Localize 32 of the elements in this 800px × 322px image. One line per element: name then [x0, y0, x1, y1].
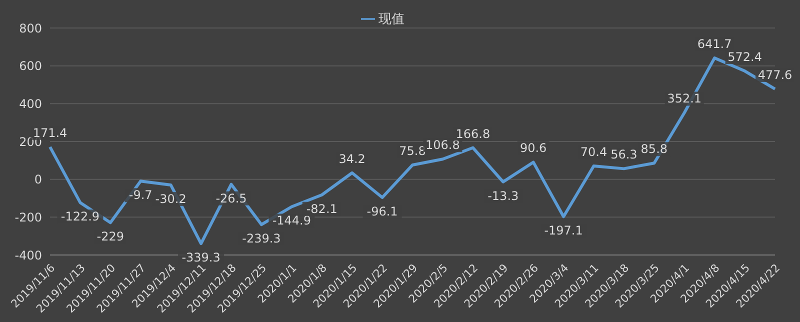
- y-tick-label: 0: [34, 172, 42, 187]
- data-label: 90.6: [520, 141, 547, 156]
- data-label: 572.4: [728, 50, 762, 64]
- data-label: 56.3: [610, 148, 638, 162]
- data-label: -30.2: [155, 192, 186, 206]
- y-tick-label: -400: [14, 248, 42, 262]
- data-label: 641.7: [697, 36, 732, 51]
- data-label: 171.4: [32, 126, 68, 140]
- legend-label: 现值: [378, 12, 404, 27]
- data-label: 34.2: [338, 152, 366, 166]
- data-label: -82.1: [306, 202, 338, 216]
- data-label: -26.5: [216, 191, 247, 206]
- data-label: -13.3: [488, 188, 519, 203]
- data-label: -144.9: [272, 214, 312, 228]
- y-tick-label: 800: [19, 21, 42, 36]
- data-label: -197.1: [544, 224, 583, 238]
- y-tick-label: 600: [19, 59, 42, 74]
- data-label: -229: [96, 230, 124, 244]
- data-label: -339.3: [182, 250, 220, 265]
- data-label: 106.8: [426, 138, 460, 152]
- data-label: -122.9: [60, 210, 100, 224]
- data-label: 70.4: [580, 145, 608, 160]
- data-label: 166.8: [456, 126, 490, 141]
- data-label: -96.1: [366, 204, 398, 219]
- data-label: 352.1: [667, 92, 702, 106]
- data-label: -239.3: [242, 232, 281, 246]
- data-label: 75.8: [399, 144, 426, 158]
- data-label: -9.7: [128, 188, 152, 202]
- data-label: 85.8: [640, 142, 668, 156]
- y-tick-label: -200: [14, 210, 42, 224]
- data-label: 477.6: [758, 68, 792, 82]
- y-tick-label: 400: [19, 96, 42, 111]
